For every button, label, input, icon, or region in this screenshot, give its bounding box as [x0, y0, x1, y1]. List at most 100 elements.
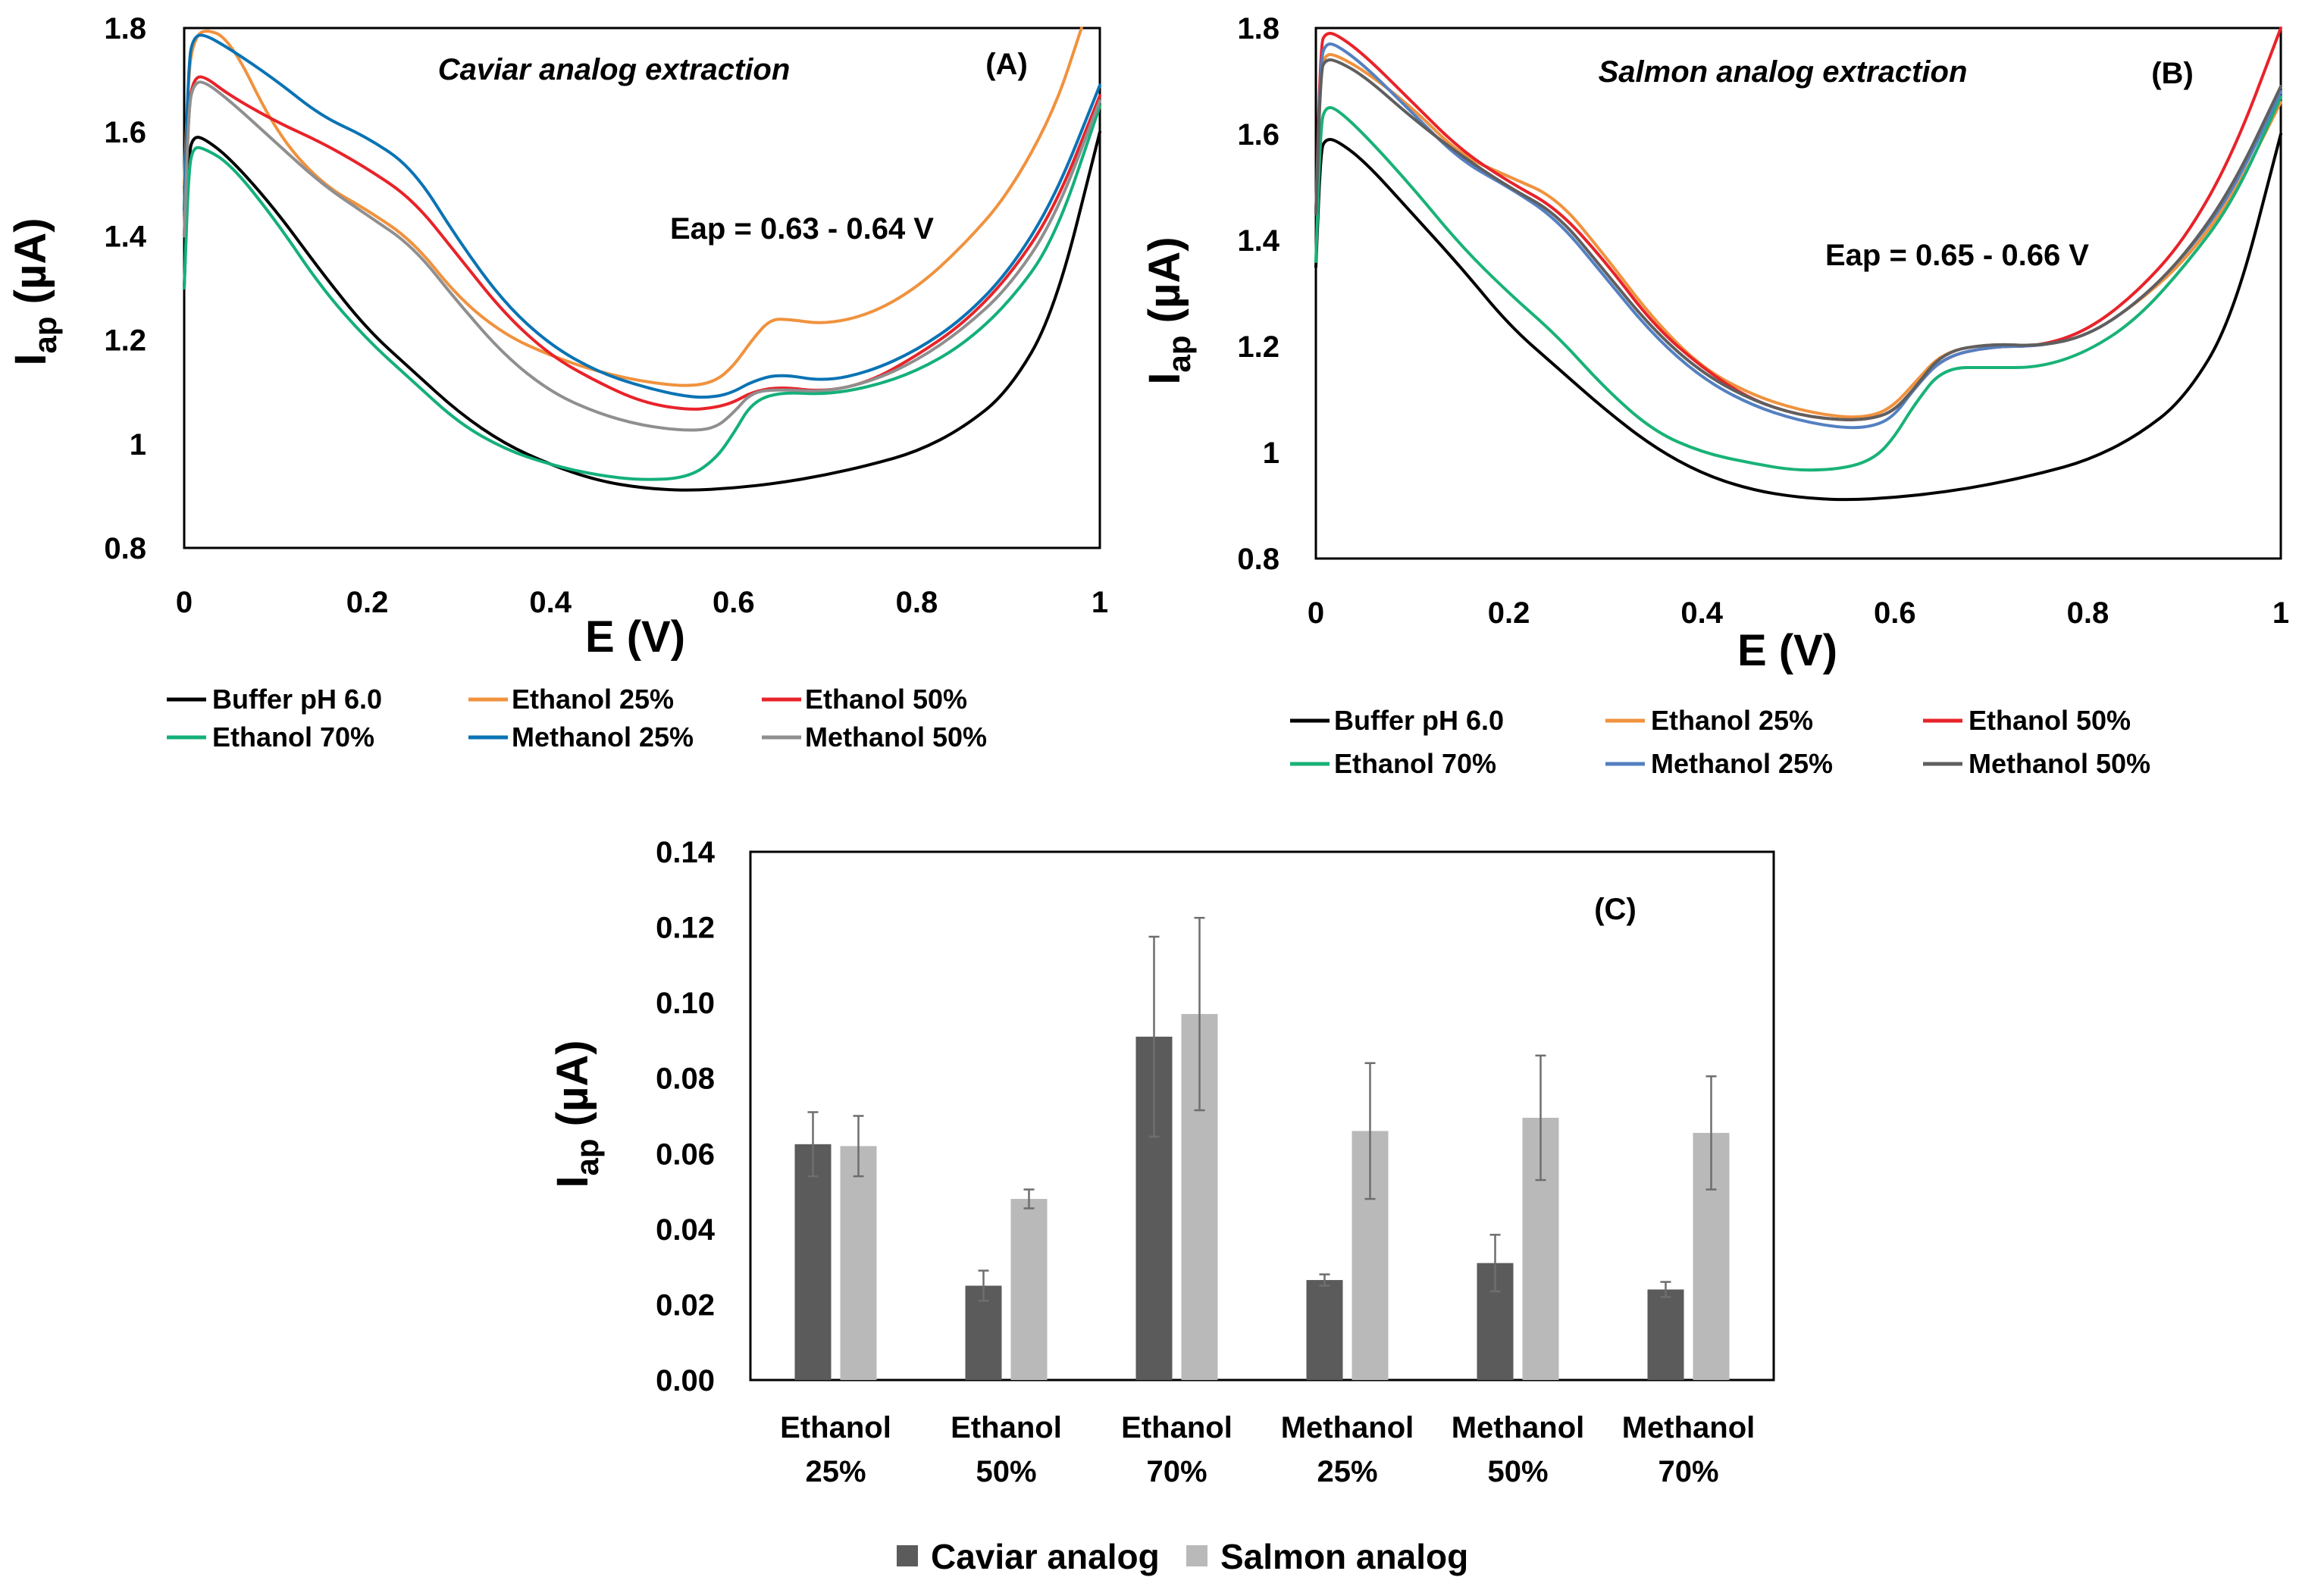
panel-b-x-tick-label: 0.4	[1680, 596, 1723, 630]
panel-a-y-axis-subscript: ap	[27, 316, 63, 353]
panel-b-legend-label: Buffer pH 6.0	[1334, 705, 1504, 736]
panel-c: 0.00 0.02 0.04 0.06 0.08 0.10 0.12 0.14 Ethanol…	[548, 836, 1775, 1576]
panel-b-y-tick-label: 1.8	[1237, 12, 1279, 45]
panel-c-y-tick-label: 0.10	[656, 987, 715, 1020]
panel-c-y-tick-label: 0.14	[656, 836, 716, 869]
panel-c-y-axis-subscript: ap	[569, 1138, 605, 1175]
panel-c-category-label: 70%	[1146, 1455, 1207, 1488]
panel-c-bar-salmon-analog	[840, 1146, 877, 1380]
panel-a-y-axis-unit: (µA)	[6, 217, 55, 316]
panel-a-y-tick-label: 1	[130, 428, 146, 462]
panel-a-y-tick-label: 1.6	[104, 116, 146, 149]
panel-b-x-tick-label: 1	[2272, 596, 2289, 630]
panel-c-y-tick-label: 0.00	[656, 1364, 715, 1397]
panel-b-legend-label: Ethanol 50%	[1969, 705, 2131, 736]
panel-b-y-axis-subscript: ap	[1161, 335, 1197, 372]
panel-b-x-tick-label: 0.6	[1874, 596, 1916, 630]
panel-b-x-tick-label: 0.2	[1488, 596, 1530, 630]
panel-b-title: Salmon analog extraction	[1599, 55, 1968, 89]
panel-c-category-label: 25%	[1317, 1455, 1377, 1488]
panel-c-label: (C)	[1594, 893, 1637, 926]
panel-a-label: (A)	[985, 48, 1028, 81]
panel-a-x-ticks: 0 0.2 0.4 0.6 0.8 1	[176, 586, 1108, 619]
panel-a-x-tick-label: 1	[1092, 586, 1108, 619]
panel-a-series-buffer-ph-6-0	[183, 130, 1101, 492]
panel-b-x-axis-title: E (V)	[1737, 626, 1837, 675]
panel-c-category-label: 70%	[1658, 1455, 1718, 1488]
panel-c-plot-frame	[749, 850, 1775, 1382]
panel-a-legend-label: Ethanol 25%	[512, 684, 674, 715]
panel-b-series-buffer-ph-6-0	[1314, 133, 2283, 502]
panel-a-x-tick-label: 0.4	[529, 586, 572, 619]
panel-b-label: (B)	[2151, 57, 2194, 90]
panel-a-y-ticks: 0.8 1 1.2 1.4 1.6 1.8	[104, 12, 146, 565]
panel-a-series-ethanol-70	[183, 104, 1101, 481]
panel-b: 0.8 1 1.2 1.4 1.6 1.8 0 0.2 0.4 0.6 0.8 1 Salmon a…	[1140, 12, 2289, 779]
panel-a-x-tick-label: 0.2	[346, 586, 389, 619]
panel-a-x-tick-label: 0.6	[713, 586, 755, 619]
panel-a-legend-label: Methanol 25%	[512, 721, 694, 753]
panel-a-x-tick-label: 0	[176, 586, 193, 619]
panel-a-legend-label: Ethanol 50%	[805, 684, 967, 715]
panel-a-y-tick-label: 1.8	[104, 12, 146, 45]
panel-a-y-tick-label: 1.4	[104, 220, 146, 253]
panel-b-y-axis-unit: (µA)	[1140, 236, 1189, 335]
panel-c-category-label: Ethanol	[780, 1411, 891, 1444]
panel-b-x-tick-label: 0.8	[2067, 596, 2110, 630]
panel-c-y-tick-label: 0.06	[656, 1138, 715, 1171]
panel-b-y-tick-label: 1.6	[1237, 118, 1279, 152]
panel-b-series-methanol-25	[1314, 42, 2283, 430]
panel-c-bars	[794, 916, 1730, 1380]
panel-a-curves	[183, 27, 1101, 492]
panel-b-curves	[1314, 27, 2283, 502]
panel-a-x-axis-title: E (V)	[585, 612, 685, 662]
panel-c-y-axis-unit: (µA)	[548, 1040, 597, 1138]
panel-c-legend: Caviar analog Salmon analog	[897, 1537, 1468, 1576]
panel-c-legend-label: Salmon analog	[1220, 1537, 1468, 1576]
panel-c-legend-label: Caviar analog	[931, 1537, 1160, 1576]
panel-a-title: Caviar analog extraction	[438, 53, 791, 86]
panel-a-annotation: Eap = 0.63 - 0.64 V	[670, 212, 934, 246]
panel-c-y-tick-label: 0.02	[656, 1288, 715, 1322]
panel-b-y-tick-label: 0.8	[1237, 543, 1279, 576]
panel-b-legend: Buffer pH 6.0 Ethanol 25% Ethanol 50% Ethan…	[1290, 705, 2150, 779]
panel-c-legend-swatch	[1186, 1545, 1207, 1566]
panel-b-legend-label: Ethanol 70%	[1334, 748, 1496, 779]
panel-a-y-tick-label: 0.8	[104, 532, 146, 565]
panel-c-bar-salmon-analog	[1010, 1199, 1048, 1380]
panel-c-y-axis-symbol: I	[548, 1175, 597, 1188]
panel-c-category-label: Ethanol	[951, 1411, 1062, 1444]
panel-b-x-ticks: 0 0.2 0.4 0.6 0.8 1	[1308, 596, 2289, 630]
panel-b-series-ethanol-70	[1314, 95, 2283, 472]
panel-c-category-label: Ethanol	[1121, 1411, 1233, 1444]
panel-c-y-tick-label: 0.04	[656, 1213, 716, 1247]
panel-b-x-tick-label: 0	[1308, 596, 1324, 630]
panel-c-category-label: 50%	[1487, 1455, 1548, 1488]
panel-b-plot-frame	[1314, 27, 2282, 560]
panel-c-y-ticks: 0.00 0.02 0.04 0.06 0.08 0.10 0.12 0.14	[656, 836, 716, 1397]
panel-a-x-tick-label: 0.8	[896, 586, 938, 619]
panel-a-series-methanol-25	[183, 33, 1101, 399]
panel-c-category-label: Methanol	[1452, 1411, 1585, 1444]
panel-c-legend-swatch	[897, 1545, 918, 1566]
panel-c-category-label: 25%	[805, 1455, 866, 1488]
panel-c-bar-caviar-analog	[1306, 1280, 1343, 1380]
panel-a-series-methanol-50	[183, 80, 1101, 432]
panel-c-y-tick-label: 0.08	[656, 1062, 715, 1096]
panel-b-y-tick-label: 1.4	[1237, 224, 1279, 258]
panel-c-y-axis-title: Iap (µA)	[548, 1040, 605, 1188]
panel-b-series-methanol-50	[1314, 58, 2283, 421]
panel-a-legend-label: Buffer pH 6.0	[212, 684, 382, 715]
panel-a-legend-label: Methanol 50%	[805, 721, 987, 753]
panel-a: 0.8 1 1.2 1.4 1.6 1.8 0 0.2 0.4 0.6 0.8 1 Caviar a…	[6, 12, 1108, 753]
panel-a-y-tick-label: 1.2	[104, 324, 146, 358]
panel-b-series-ethanol-25	[1314, 53, 2283, 419]
panel-c-category-label: Methanol	[1622, 1411, 1756, 1444]
panel-c-bar-caviar-analog	[1647, 1289, 1684, 1380]
panel-b-y-axis-symbol: I	[1140, 372, 1189, 384]
panel-a-series-ethanol-50	[183, 75, 1101, 411]
panel-b-legend-label: Methanol 25%	[1651, 748, 1833, 779]
panel-b-legend-label: Methanol 50%	[1969, 748, 2150, 779]
panel-b-y-tick-label: 1	[1263, 437, 1279, 470]
